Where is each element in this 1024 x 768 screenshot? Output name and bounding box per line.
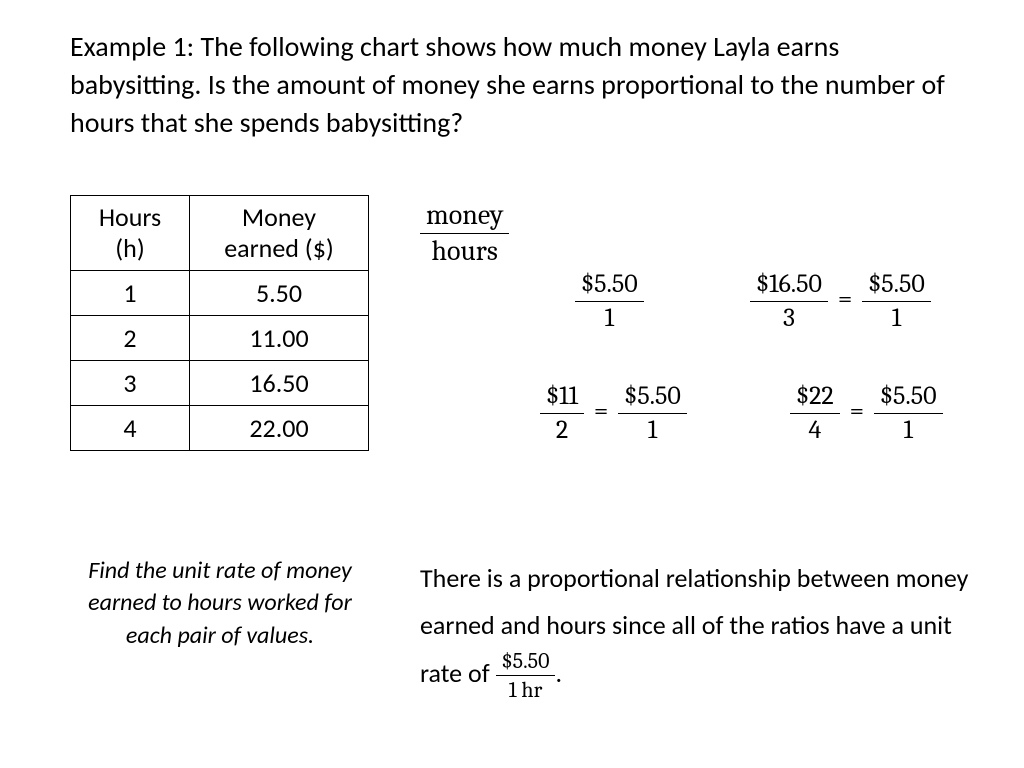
ratio-1-num: $5.50 xyxy=(575,270,644,302)
ratio-3b-den: 1 xyxy=(862,302,931,333)
table-row: 4 22.00 xyxy=(71,406,369,451)
ratio-4b-num: $5.50 xyxy=(874,382,943,414)
ratio-4a-num: $22 xyxy=(790,382,840,414)
instruction-text: Find the unit rate of money earned to ho… xyxy=(70,555,370,652)
ratio-2b-den: 1 xyxy=(618,414,687,445)
conclusion-frac-num: $5.50 xyxy=(496,649,556,676)
header-money-line2: earned ($) xyxy=(224,232,334,264)
ratio-label-num: money xyxy=(420,200,509,234)
conclusion-text: There is a proportional relationship bet… xyxy=(420,555,980,702)
cell-money: 11.00 xyxy=(190,316,369,361)
cell-hours: 1 xyxy=(71,271,190,316)
conclusion-fraction: $5.50 1 hr xyxy=(496,649,556,702)
ratio-3a-num: $16.50 xyxy=(750,270,828,302)
example-prompt: Example 1: The following chart shows how… xyxy=(70,28,960,141)
data-table: Hours (h) Money earned ($) 1 5.50 2 11.0… xyxy=(70,195,369,451)
ratio-4b-den: 1 xyxy=(874,414,943,445)
ratio-4: $22 4 = $5.50 1 xyxy=(790,382,943,444)
cell-hours: 2 xyxy=(71,316,190,361)
ratio-4a-den: 4 xyxy=(790,414,840,445)
header-hours-line1: Hours xyxy=(99,201,161,233)
ratio-2a-den: 2 xyxy=(540,414,584,445)
header-hours-line2: (h) xyxy=(115,232,144,264)
period: . xyxy=(555,656,562,688)
ratio-label-den: hours xyxy=(420,234,509,267)
ratio-2a-num: $11 xyxy=(540,382,584,414)
cell-money: 16.50 xyxy=(190,361,369,406)
cell-hours: 4 xyxy=(71,406,190,451)
table-row: 3 16.50 xyxy=(71,361,369,406)
header-money-line1: Money xyxy=(242,201,316,233)
ratio-label-fraction: money hours xyxy=(420,200,509,267)
ratio-3: $16.50 3 = $5.50 1 xyxy=(750,270,931,332)
ratio-3a-den: 3 xyxy=(750,302,828,333)
table-header-money: Money earned ($) xyxy=(190,196,369,271)
conclusion-frac-den: 1 hr xyxy=(496,676,556,702)
cell-money: 5.50 xyxy=(190,271,369,316)
ratio-3b-num: $5.50 xyxy=(862,270,931,302)
table-header-hours: Hours (h) xyxy=(71,196,190,271)
ratio-2: $11 2 = $5.50 1 xyxy=(540,382,687,444)
ratio-1-den: 1 xyxy=(575,302,644,333)
cell-hours: 3 xyxy=(71,361,190,406)
table-row: 2 11.00 xyxy=(71,316,369,361)
equals-sign: = xyxy=(834,284,856,314)
ratio-2b-num: $5.50 xyxy=(618,382,687,414)
equals-sign: = xyxy=(846,396,868,426)
cell-money: 22.00 xyxy=(190,406,369,451)
ratio-1: $5.50 1 xyxy=(575,270,644,332)
table-row: 1 5.50 xyxy=(71,271,369,316)
equals-sign: = xyxy=(590,396,612,426)
